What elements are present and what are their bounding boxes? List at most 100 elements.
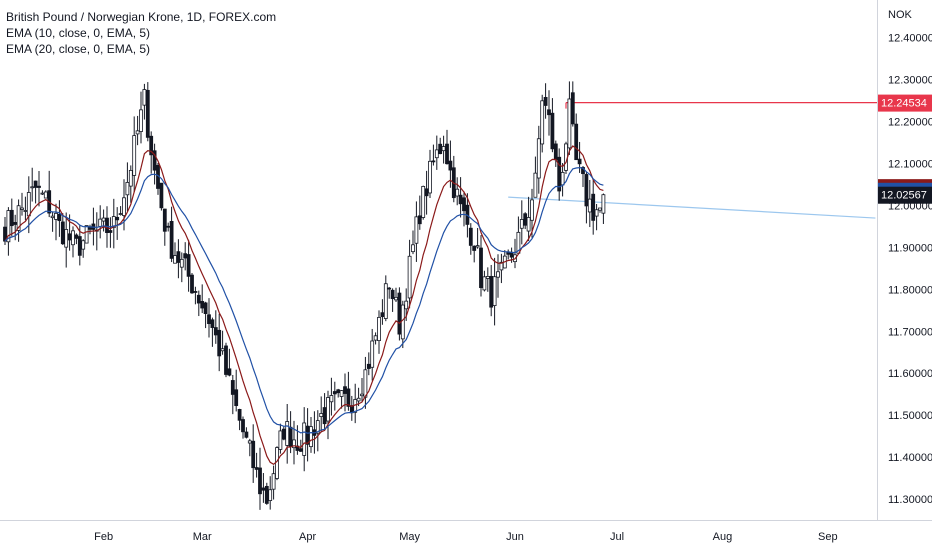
time-tick-label: Feb [94,531,113,543]
candle-body [6,210,11,243]
candle-body [390,289,395,300]
candle-body [404,300,409,310]
candle-body [336,389,341,394]
candle-body [319,413,324,417]
candle-body [288,426,293,447]
ema-lines [4,145,604,466]
candle-body [101,217,106,222]
candle-body [329,395,334,403]
candle-body [264,485,269,504]
candle-body [380,312,385,318]
candle-body [428,160,432,194]
candle-body [594,209,599,217]
candle-body [227,368,232,376]
candle-body [105,217,109,233]
candle-body [567,98,572,149]
price-tick-label: 11.30000 [888,494,932,506]
candle-body [254,467,259,470]
price-tick-label: 12.40000 [888,33,932,45]
candle-body [122,197,126,216]
candle-body [50,215,55,219]
candle-body [108,230,113,233]
candle-body [278,430,283,450]
candle-body [360,393,364,397]
currency-label: NOK [888,9,913,21]
candle-body [285,421,290,446]
candle-body [397,292,402,335]
candle-body [149,135,154,156]
candle-body [523,213,528,226]
candle-body [462,197,466,212]
trendline-layer [508,101,877,219]
trendline [508,196,876,219]
price-axis[interactable]: NOK12.4000012.3000012.2000012.1000012.00… [877,0,932,520]
candle-body [173,255,177,264]
candle-body [492,276,497,306]
time-axis[interactable]: Feb Mar Apr May Jun Jul Aug Sep [0,520,932,544]
price-tick-label: 11.70000 [888,326,932,338]
candle-body [139,109,143,132]
candle-body [213,327,218,336]
candle-body [560,171,565,186]
candle-body [346,388,351,407]
candle-body [33,180,38,188]
candle-body [162,208,167,232]
candle-body [190,274,194,294]
candle-body [26,192,31,217]
candle-body [77,236,82,256]
candle-body [268,489,273,501]
candle-body [322,407,327,425]
candle-body [166,225,171,228]
candle-body [196,294,201,304]
price-tick-label: 11.40000 [888,452,932,464]
candle-body [407,255,412,299]
candle-body [275,447,279,479]
candle-body [519,219,524,229]
candle-body [142,89,147,106]
candle-body [536,138,541,179]
candle-body [584,174,589,207]
candle-body [98,218,103,227]
candle-body [271,473,276,490]
candle-body [234,389,239,407]
candle-body [383,283,388,319]
time-tick-label: Mar [193,531,212,543]
candle-body [424,188,429,197]
candle-body [591,193,596,221]
time-tick-label: May [399,531,420,543]
candle-body [179,258,184,268]
time-tick-label: Jul [610,531,624,543]
candle-body [261,487,266,491]
ema20-line [4,166,604,434]
candle-body [550,112,555,150]
candle-body [400,304,405,340]
last-price-label-bg [878,186,932,204]
candle-body [394,296,398,301]
candle-body [370,340,375,368]
candle-body [193,291,198,293]
resistance-price-label-bg [878,94,932,112]
candle-body [176,251,181,263]
candle-body [128,170,133,187]
price-tick-label: 11.80000 [888,284,932,296]
candle-body [30,186,35,189]
candle-body [298,448,303,452]
time-tick-label: Aug [713,531,733,543]
ema10-line [4,145,604,466]
candle-body [43,191,48,199]
candle-body [40,192,45,195]
candle-body [441,146,446,152]
candle-body [601,194,606,214]
candle-body [339,390,344,397]
candle-body [13,222,18,225]
candle-body [81,240,86,250]
candle-body [438,143,443,155]
candle-body [251,440,256,469]
candle-body [479,247,483,289]
candle-body [543,97,548,106]
candle-body [448,160,453,171]
candle-body [533,172,538,198]
candle-body [247,440,252,444]
